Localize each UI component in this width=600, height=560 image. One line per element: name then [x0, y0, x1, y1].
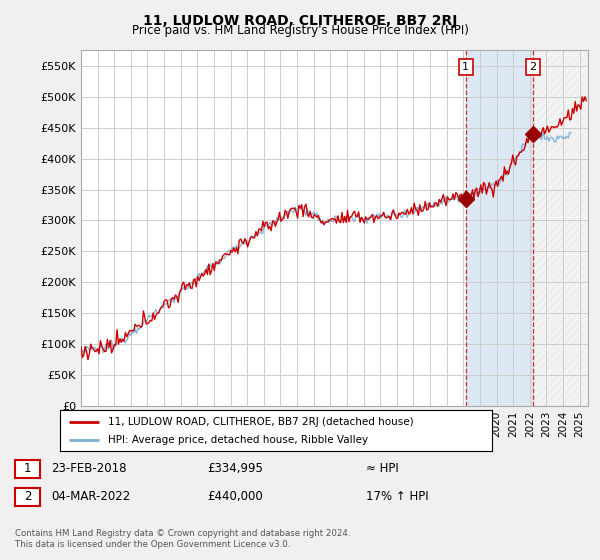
- Text: ≈ HPI: ≈ HPI: [366, 462, 399, 475]
- Bar: [533, 50, 588, 406]
- Text: Contains HM Land Registry data © Crown copyright and database right 2024.
This d: Contains HM Land Registry data © Crown c…: [15, 529, 350, 549]
- Text: 17% ↑ HPI: 17% ↑ HPI: [366, 490, 428, 503]
- Text: 04-MAR-2022: 04-MAR-2022: [51, 490, 130, 503]
- Text: £440,000: £440,000: [207, 490, 263, 503]
- Text: 1: 1: [24, 462, 31, 475]
- Bar: [466, 50, 533, 406]
- Text: 1: 1: [463, 62, 469, 72]
- Text: Price paid vs. HM Land Registry's House Price Index (HPI): Price paid vs. HM Land Registry's House …: [131, 24, 469, 37]
- Text: 23-FEB-2018: 23-FEB-2018: [51, 462, 127, 475]
- Text: 11, LUDLOW ROAD, CLITHEROE, BB7 2RJ: 11, LUDLOW ROAD, CLITHEROE, BB7 2RJ: [143, 14, 457, 28]
- Text: 11, LUDLOW ROAD, CLITHEROE, BB7 2RJ (detached house): 11, LUDLOW ROAD, CLITHEROE, BB7 2RJ (det…: [107, 417, 413, 427]
- Text: 2: 2: [24, 490, 31, 503]
- Text: HPI: Average price, detached house, Ribble Valley: HPI: Average price, detached house, Ribb…: [107, 435, 368, 445]
- Text: 2: 2: [529, 62, 536, 72]
- Text: £334,995: £334,995: [207, 462, 263, 475]
